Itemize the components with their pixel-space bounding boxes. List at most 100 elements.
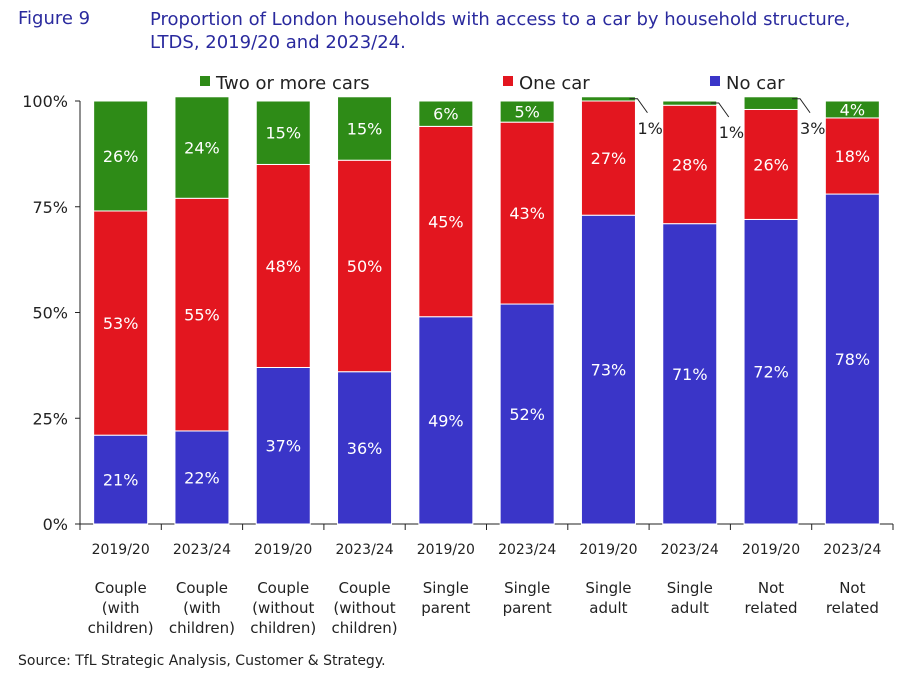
x-group-label: adult (671, 599, 709, 617)
x-year-label: 2023/24 (498, 542, 556, 558)
bar-segment-two-or-more-cars (93, 100, 149, 212)
bar-value-label: 48% (265, 257, 301, 276)
x-group-label: Not (758, 579, 784, 597)
bar-value-label: 3% (800, 119, 825, 138)
bar-value-label: 43% (509, 204, 545, 223)
bar-value-label: 24% (184, 139, 220, 158)
bar-segment-no-car (174, 430, 230, 525)
x-group-label: Single (423, 579, 469, 597)
bar-value-label: 15% (265, 124, 301, 143)
x-group-label: parent (503, 599, 552, 617)
x-year-label: 2023/24 (823, 542, 881, 558)
x-group-label: Couple (257, 579, 309, 597)
x-group-label: Single (667, 579, 713, 597)
y-tick-label: 0% (43, 515, 68, 534)
legend-swatch (200, 76, 210, 86)
bar-value-label: 1% (719, 123, 744, 142)
bar-segment-one-car (255, 163, 311, 368)
x-year-label: 2023/24 (173, 542, 231, 558)
bar-value-label: 37% (265, 437, 301, 456)
bar-value-label: 5% (514, 103, 539, 122)
bar-segment-one-car (418, 125, 474, 318)
x-group-label: children) (332, 619, 398, 637)
leader-line (792, 98, 811, 114)
bar-segment-one-car (824, 117, 880, 195)
x-group-label: adult (589, 599, 627, 617)
x-year-label: 2019/20 (254, 542, 312, 558)
y-tick-label: 25% (32, 409, 68, 428)
x-group-label: (without (333, 599, 395, 617)
bar-value-label: 53% (103, 314, 139, 333)
bar-value-label: 50% (347, 257, 383, 276)
x-group-label: (with (102, 599, 140, 617)
bar-segment-two-or-more-cars (580, 96, 636, 102)
bar-value-label: 71% (672, 365, 708, 384)
bar-segment-two-or-more-cars (337, 96, 393, 161)
bar-value-label: 28% (672, 155, 708, 174)
y-tick-label: 50% (32, 304, 68, 323)
bar-value-label: 22% (184, 468, 220, 487)
bar-value-label: 73% (591, 361, 627, 380)
bar-segment-one-car (499, 121, 555, 305)
x-group-label: children) (250, 619, 316, 637)
figure-label: Figure 9 (18, 8, 91, 29)
x-year-label: 2019/20 (579, 542, 637, 558)
leader-line (629, 98, 648, 114)
bar-segment-two-or-more-cars (662, 100, 718, 106)
x-group-label: parent (421, 599, 470, 617)
x-group-label: Single (585, 579, 631, 597)
legend-label: No car (726, 73, 785, 94)
x-year-label: 2019/20 (92, 542, 150, 558)
bar-segment-two-or-more-cars (255, 100, 311, 165)
x-year-label: 2023/24 (661, 542, 719, 558)
x-year-label: 2023/24 (335, 542, 393, 558)
x-group-label: children) (169, 619, 235, 637)
bar-value-label: 1% (637, 119, 662, 138)
x-year-label: 2019/20 (417, 542, 475, 558)
bar-value-label: 36% (347, 439, 383, 458)
bar-segment-one-car (662, 104, 718, 225)
x-group-label: Couple (339, 579, 391, 597)
x-group-label: related (745, 599, 798, 617)
bar-value-label: 4% (840, 100, 865, 119)
y-tick-label: 100% (22, 92, 68, 111)
bar-value-label: 26% (103, 147, 139, 166)
legend-label: Two or more cars (215, 73, 370, 94)
bar-value-label: 6% (433, 105, 458, 124)
bar-segment-two-or-more-cars (174, 96, 230, 199)
x-group-label: (with (183, 599, 221, 617)
bar-value-label: 78% (835, 350, 871, 369)
legend-label: One car (519, 73, 590, 94)
bar-segment-no-car (662, 223, 718, 525)
bar-segment-two-or-more-cars (418, 100, 474, 127)
x-group-label: Single (504, 579, 550, 597)
leader-line (710, 102, 730, 118)
bar-segment-two-or-more-cars (499, 100, 555, 123)
bar-value-label: 15% (347, 119, 383, 138)
legend-swatch (503, 76, 513, 86)
bar-segment-one-car (743, 108, 799, 220)
legend-swatch (710, 76, 720, 86)
bar-segment-no-car (743, 218, 799, 525)
bar-segment-one-car (174, 197, 230, 432)
bar-segment-no-car (93, 434, 149, 525)
bar-value-label: 27% (591, 149, 627, 168)
bar-value-label: 21% (103, 471, 139, 490)
bar-value-label: 55% (184, 306, 220, 325)
bar-segment-one-car (93, 210, 149, 436)
bar-value-label: 52% (509, 405, 545, 424)
x-group-label: related (826, 599, 879, 617)
stacked-bar-chart: 0% 25% 50% 75% 100% 21% 53% 26% 2019/20 Couple (wi… (22, 73, 894, 637)
bar-value-label: 18% (835, 147, 871, 166)
bar-value-label: 26% (753, 155, 789, 174)
bar-segment-no-car (580, 214, 636, 525)
figure-title: Proportion of London households with acc… (150, 9, 851, 53)
y-tick-label: 75% (32, 198, 68, 217)
bar-value-label: 72% (753, 363, 789, 382)
bar-segment-no-car (337, 371, 393, 525)
x-group-label: Not (839, 579, 865, 597)
x-group-label: Couple (176, 579, 228, 597)
bar-value-label: 49% (428, 411, 464, 430)
bar-segment-two-or-more-cars (824, 100, 880, 119)
x-group-label: Couple (95, 579, 147, 597)
